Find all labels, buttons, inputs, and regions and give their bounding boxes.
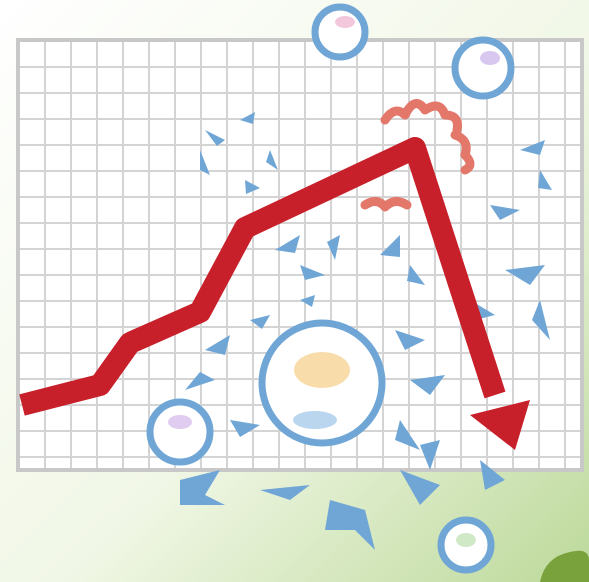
- illustration: [0, 0, 589, 582]
- page: [0, 0, 589, 582]
